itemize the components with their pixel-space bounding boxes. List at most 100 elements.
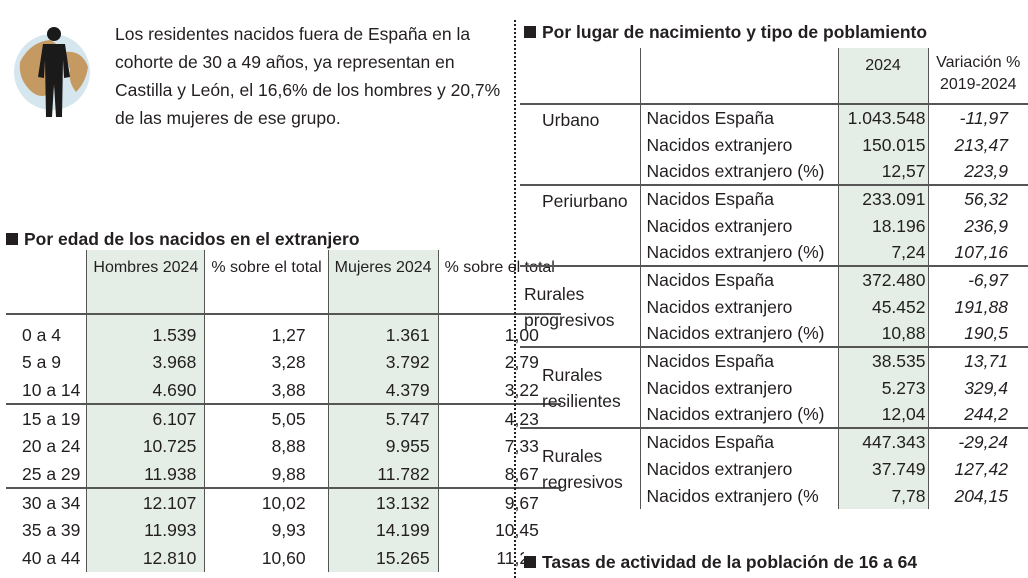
mujeres-value: 9.955 bbox=[327, 432, 439, 460]
hombres-pct: 3,28 bbox=[204, 348, 329, 376]
table-row: 30 a 34 12.107 10,02 13.132 9,67 bbox=[6, 487, 561, 516]
table-row: 15 a 19 6.107 5,05 5.747 4,23 bbox=[6, 403, 561, 432]
table-row: Nacidos extranjero 18.196 236,9 bbox=[520, 212, 1028, 239]
header-2024: 2024 bbox=[837, 48, 928, 104]
square-bullet-icon bbox=[524, 556, 536, 568]
settlement-type: Urbano bbox=[520, 103, 640, 185]
table-row: Nacidos extranjero 37.749 127,42 bbox=[520, 455, 1028, 482]
header-pct-hombres: % sobre el total bbox=[204, 250, 329, 314]
variation-pct: 244,2 bbox=[927, 401, 1028, 428]
hombres-pct: 9,93 bbox=[204, 516, 329, 544]
variation-pct: 204,15 bbox=[927, 482, 1028, 509]
settlement-type: Periurbano bbox=[520, 184, 640, 266]
age-table-title-text: Por edad de los nacidos en el extranjero bbox=[24, 229, 360, 249]
hombres-pct: 10,60 bbox=[204, 544, 329, 572]
intro-text: Los residentes nacidos fuera de España e… bbox=[115, 24, 501, 128]
value-2024: 1.043.548 bbox=[837, 103, 928, 131]
age-range: 35 a 39 bbox=[22, 520, 81, 540]
birth-category: Nacidos extranjero (% bbox=[639, 482, 838, 509]
value-2024: 7,24 bbox=[837, 239, 928, 266]
mujeres-pct: 10,45 bbox=[437, 516, 561, 544]
table-row: Nacidos extranjero (%) 12,57 223,9 bbox=[520, 158, 1028, 185]
value-2024: 447.343 bbox=[837, 427, 928, 455]
place-table-title-text: Por lugar de nacimiento y tipo de poblam… bbox=[542, 22, 928, 42]
variation-pct: -6,97 bbox=[927, 265, 1028, 293]
value-2024: 45.452 bbox=[837, 293, 928, 320]
table-row: Nacidos extranjero (%) 7,24 107,16 bbox=[520, 239, 1028, 266]
value-2024: 12,04 bbox=[837, 401, 928, 428]
birth-category: Nacidos España bbox=[639, 184, 838, 212]
birth-category: Nacidos extranjero bbox=[639, 455, 838, 482]
birth-category: Nacidos extranjero (%) bbox=[639, 401, 838, 428]
table-row: Nacidos extranjero 150.015 213,47 bbox=[520, 131, 1028, 158]
hombres-value: 10.725 bbox=[86, 432, 205, 460]
value-2024: 12,57 bbox=[837, 158, 928, 185]
hombres-pct: 9,88 bbox=[204, 460, 329, 488]
variation-pct: 191,88 bbox=[927, 293, 1028, 320]
header-blank bbox=[520, 48, 640, 104]
birth-category: Nacidos extranjero bbox=[639, 293, 838, 320]
mujeres-value: 13.132 bbox=[327, 487, 439, 516]
birth-category: Nacidos España bbox=[639, 103, 838, 131]
table-row: 35 a 39 11.993 9,93 14.199 10,45 bbox=[6, 516, 561, 544]
table-row: 25 a 29 11.938 9,88 11.782 8,67 bbox=[6, 460, 561, 488]
settlement-type: Rurales progresivos bbox=[520, 265, 640, 347]
header-mujeres: Mujeres 2024 bbox=[327, 250, 439, 314]
table-row: Nacidos extranjero (% 7,78 204,15 bbox=[520, 482, 1028, 509]
hombres-pct: 1,27 bbox=[204, 313, 329, 348]
birth-category: Nacidos España bbox=[639, 265, 838, 293]
value-2024: 5.273 bbox=[837, 374, 928, 401]
column-divider bbox=[514, 20, 516, 578]
mujeres-value: 3.792 bbox=[327, 348, 439, 376]
variation-pct: 127,42 bbox=[927, 455, 1028, 482]
value-2024: 18.196 bbox=[837, 212, 928, 239]
age-range: 40 a 44 bbox=[22, 548, 81, 568]
table-row: Nacidos extranjero (%) 10,88 190,5 bbox=[520, 320, 1028, 347]
table-row: 0 a 4 1.539 1,27 1.361 1,00 bbox=[6, 313, 561, 348]
birth-category: Nacidos extranjero bbox=[639, 212, 838, 239]
activity-section-title: Tasas de actividad de la población de 16… bbox=[524, 552, 918, 572]
mujeres-value: 1.361 bbox=[327, 313, 439, 348]
header-variacion: Variación % 2019-2024 bbox=[927, 48, 1028, 104]
place-table-title: Por lugar de nacimiento y tipo de poblam… bbox=[524, 22, 927, 42]
age-table-title: Por edad de los nacidos en el extranjero bbox=[6, 229, 360, 249]
birth-category: Nacidos extranjero (%) bbox=[639, 320, 838, 347]
table-row: 20 a 24 10.725 8,88 9.955 7,33 bbox=[6, 432, 561, 460]
hombres-value: 1.539 bbox=[86, 313, 205, 348]
value-2024: 37.749 bbox=[837, 455, 928, 482]
variation-pct: 56,32 bbox=[927, 184, 1028, 212]
value-2024: 372.480 bbox=[837, 265, 928, 293]
settlement-type: Rurales regresivos bbox=[520, 427, 640, 509]
hombres-pct: 8,88 bbox=[204, 432, 329, 460]
age-range: 10 a 14 bbox=[22, 379, 81, 400]
square-bullet-icon bbox=[6, 233, 18, 245]
mujeres-value: 5.747 bbox=[327, 403, 439, 432]
age-range: 20 a 24 bbox=[22, 436, 81, 456]
table-row: 10 a 14 4.690 3,88 4.379 3,22 bbox=[6, 376, 561, 404]
variation-pct: -11,97 bbox=[927, 103, 1028, 131]
hombres-value: 6.107 bbox=[86, 403, 205, 432]
birth-category: Nacidos extranjero (%) bbox=[639, 239, 838, 266]
hombres-pct: 3,88 bbox=[204, 376, 329, 404]
header-blank bbox=[6, 250, 87, 314]
variation-pct: 190,5 bbox=[927, 320, 1028, 347]
table-row: 5 a 9 3.968 3,28 3.792 2,79 bbox=[6, 348, 561, 376]
variation-pct: 107,16 bbox=[927, 239, 1028, 266]
hombres-value: 12.107 bbox=[86, 487, 205, 516]
square-bullet-icon bbox=[524, 26, 536, 38]
age-range: 0 a 4 bbox=[6, 313, 87, 348]
hombres-value: 3.968 bbox=[86, 348, 205, 376]
age-table: Hombres 2024 % sobre el total Mujeres 20… bbox=[6, 250, 561, 572]
mujeres-value: 4.379 bbox=[327, 376, 439, 404]
variation-pct: 13,71 bbox=[927, 346, 1028, 374]
birth-category: Nacidos España bbox=[639, 346, 838, 374]
value-2024: 150.015 bbox=[837, 131, 928, 158]
variation-pct: 236,9 bbox=[927, 212, 1028, 239]
hombres-value: 11.938 bbox=[86, 460, 205, 488]
variation-pct: 329,4 bbox=[927, 374, 1028, 401]
birth-category: Nacidos extranjero (%) bbox=[639, 158, 838, 185]
hombres-pct: 10,02 bbox=[204, 487, 329, 516]
birth-category: Nacidos extranjero bbox=[639, 131, 838, 158]
hombres-pct: 5,05 bbox=[204, 403, 329, 432]
mujeres-value: 15.265 bbox=[327, 544, 439, 572]
